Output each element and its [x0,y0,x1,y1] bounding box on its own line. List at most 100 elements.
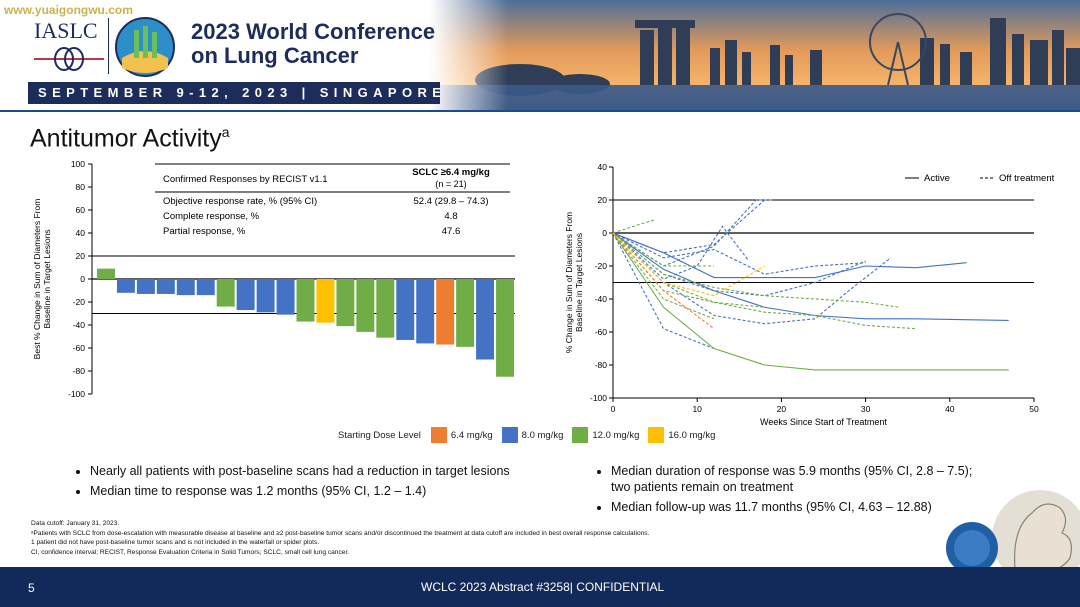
wclc-globe-logo-icon [115,17,175,77]
bar [136,279,155,294]
bar [376,279,395,338]
x-tick-label: 30 [861,404,871,414]
dose-legend-label: 8.0 mg/kg [521,429,564,441]
y-tick-label: -40 [595,294,608,304]
table-row-label: Complete response, % [163,211,260,222]
series-line [612,232,715,350]
y-tick-label: 80 [76,182,86,192]
bar [236,279,255,311]
conference-title: 2023 World Conference on Lung Cancer [191,20,435,68]
y-tick-label: 20 [76,251,86,261]
y-axis-label-line: % Change in Sum of Diameters From [564,212,574,353]
y-tick-label: -80 [73,366,86,376]
series-line [612,232,1009,371]
response-table: Confirmed Responses by RECIST v1.1 SCLC … [155,163,510,237]
slide-title: Antitumor Activitya [30,124,230,153]
bar [476,279,495,360]
series-line [612,232,765,297]
series-line [612,225,749,280]
dose-legend: Starting Dose Level 6.4 mg/kg 8.0 mg/kg 12… [338,426,724,444]
footnote: Data cutoff: January 31, 2023. [31,520,120,527]
series-line [612,232,866,275]
footnote: CI, confidence interval; RECIST, Respons… [31,548,350,556]
bullets-left: Nearly all patients with post-baseline s… [74,463,534,503]
series-line [612,232,715,267]
y-tick-label: 40 [598,162,608,172]
merlion-logo-icon [946,490,1080,578]
table-row-value: 4.8 [444,211,457,222]
page-number: 5 [28,581,35,595]
table-header-dose: SCLC ≥6.4 mg/kg [412,167,490,178]
y-tick-label: 0 [602,228,607,238]
table-row-label: Objective response rate, % (95% CI) [163,196,317,207]
header-rule [0,110,1080,112]
series-line [612,199,765,254]
series-line [612,232,967,279]
x-tick-label: 20 [777,404,787,414]
table-row-value: 52.4 (29.8 – 74.3) [414,196,489,207]
bar [356,279,375,332]
y-tick-label: -20 [73,297,86,307]
y-tick-label: 0 [80,274,85,284]
x-tick-label: 0 [611,404,616,414]
bar [276,279,295,315]
conference-date-bar: SEPTEMBER 9-12, 2023 | SINGAPORE [28,82,441,104]
x-axis-label: Weeks Since Start of Treatment [760,417,887,427]
bullet-item: Nearly all patients with post-baseline s… [90,463,534,479]
y-tick-label: -20 [595,261,608,271]
x-tick-label: 10 [692,404,702,414]
slide-title-text: Antitumor Activity [30,124,222,153]
bar [156,279,175,294]
y-tick-label: 20 [598,195,608,205]
slide-footer: 5 WCLC 2023 Abstract #3258| CONFIDENTIAL [0,567,1080,607]
bar [116,279,135,293]
bar [416,279,435,344]
y-tick-label: -40 [73,320,86,330]
waterfall-chart: 100 80 60 40 20 0 -20 -40 -60 -80 -100 Best % Chang… [32,159,515,399]
dose-legend-swatch [572,427,589,443]
series-line [612,232,1009,321]
abstract-label: WCLC 2023 Abstract #3258| CONFIDENTIAL [421,580,665,594]
singapore-skyline-image [430,0,1080,112]
bar [496,279,514,377]
dose-legend-label: 12.0 mg/kg [592,429,640,441]
lung-logo-icon [34,47,104,71]
bar [176,279,195,296]
bar [196,279,215,296]
y-axis-label-line: Baseline in Target Lesions [42,229,52,328]
y-tick-label: -100 [590,393,607,403]
dose-legend-items: 6.4 mg/kg 8.0 mg/kg 12.0 mg/kg 16.0 mg/kg [430,427,724,443]
y-axis-label-line: Baseline in Target Lesions [574,233,584,332]
table-row-value: 47.6 [442,226,461,237]
series-line [612,232,866,297]
bullet-item: Median time to response was 1.2 months (… [90,483,534,499]
y-tick-label: -60 [595,327,608,337]
bar [436,279,455,345]
series-line [612,232,892,325]
y-tick-label: 40 [76,228,86,238]
dose-legend-label: 6.4 mg/kg [450,429,493,441]
watermark-text: www.yuaigongwu.com [4,3,133,17]
y-tick-label: -60 [73,343,86,353]
conference-title-line2: on Lung Cancer [191,43,359,68]
series-line [612,232,715,330]
footnote: 1 patient did not have post-baseline tum… [31,539,320,546]
series-line [612,232,765,308]
y-axis-label: Best % Change in Sum of Diameters FromBa… [32,199,52,360]
bullet-item: Median duration of response was 5.9 mont… [611,463,995,495]
x-tick-label: 50 [1029,404,1039,414]
bar [256,279,275,313]
bar [97,268,115,279]
conference-header: www.yuaigongwu.com IASLC 2023 World Conf… [0,0,1080,112]
series-line [612,232,715,320]
dose-legend-swatch [501,427,518,443]
bullet-item: Median follow-up was 11.7 months (95% CI… [611,499,995,515]
y-axis-label: % Change in Sum of Diameters FromBaselin… [564,212,584,353]
conference-title-line1: 2023 World Conference [191,19,436,44]
table-row-label: Partial response, % [163,226,246,237]
bar [396,279,415,340]
dose-legend-swatch [648,427,665,443]
iaslc-logo-text: IASLC [34,18,98,43]
bar [316,279,335,323]
y-tick-label: -80 [595,360,608,370]
